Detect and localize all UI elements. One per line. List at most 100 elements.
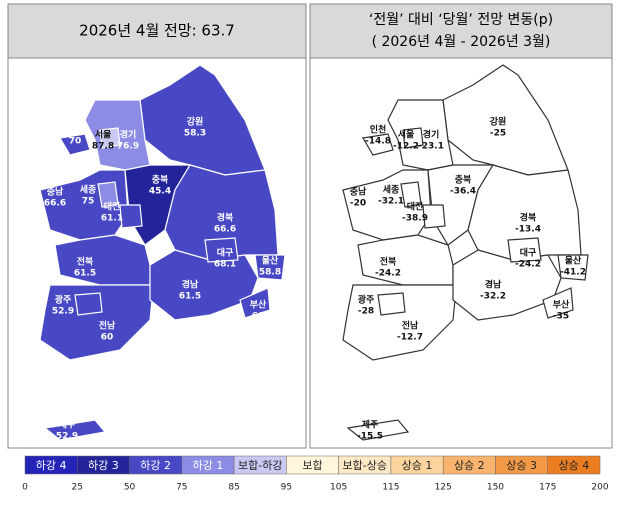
legend-label: 상승 2 [454,459,485,472]
region-value: 45.4 [149,187,171,197]
region-name: 울산 [565,255,582,267]
region-name: 제주 [362,419,379,431]
legend-bin: 75 [176,483,187,493]
region-name: 전남 [99,320,116,332]
region-value: 61.1 [101,214,123,224]
right-subtitle: ( 2026년 4월 - 2026년 3월) [372,34,551,50]
region-value: 70 [69,137,82,147]
legend-label: 보합-하강 [238,458,282,472]
legend-bin: 115 [382,483,399,493]
region-name: 충남 [47,186,64,198]
region-value: 75 [82,197,95,207]
region-name: 경북 [520,212,537,224]
region [402,127,424,149]
legend-bin: 200 [591,483,608,493]
region-name: 충북 [152,174,169,186]
region-name: 경기 [423,129,440,141]
region-value: 61.5 [74,269,96,279]
region-name: 대전 [407,201,424,213]
legend-bin: 95 [281,483,292,493]
region-value: -13.4 [515,225,541,235]
region-name: 충북 [455,174,472,186]
region-value: -12.2 [393,142,419,152]
legend-bin: 50 [124,483,136,493]
region [377,292,406,316]
region-value: -36.4 [450,187,476,197]
legend-label: 하강 4 [36,458,67,472]
region-name: 경남 [182,279,199,291]
region-value: -24.2 [375,269,401,279]
region-name: 강원 [187,116,204,128]
region-value: -23.1 [418,142,444,152]
right-header [309,3,613,59]
region-value: 87.8 [92,142,114,152]
region-value: -32.2 [480,292,506,302]
region [507,237,542,263]
region [99,127,121,149]
region [39,284,153,361]
region-value: -32.1 [378,197,404,207]
region-value: 60 [252,312,265,322]
region-value: -24.2 [515,260,541,270]
region-name: 부산 [250,299,267,311]
legend-bin: 0 [22,483,28,493]
region-value: 60 [101,333,114,343]
region-value: -15.5 [357,432,383,442]
legend-bin: 175 [539,483,556,493]
region [204,237,239,263]
region-value: -25 [490,129,506,139]
legend-label: 상승 3 [506,459,537,472]
region-value: 58.3 [184,129,206,139]
region [239,287,271,319]
region [342,284,456,361]
region-name: 세종 [383,184,400,196]
region [59,133,91,156]
region-name: 경남 [485,279,502,291]
region [74,292,103,316]
legend-label: 보합 [302,459,322,472]
left-title: 2026년 4월 전망: 63.7 [79,22,235,40]
region-name: 전북 [380,256,397,268]
right-title: ‘전월’ 대비 ‘당월’ 전망 변동(p) [369,12,553,28]
region [43,419,107,441]
region-name: 울산 [262,255,279,267]
region [54,234,151,286]
region-value: 52.9 [52,307,74,317]
region-name: 경기 [120,129,137,141]
region-name: 전북 [77,256,94,268]
region-value: 52.9 [56,432,78,442]
region-name: 광주 [358,294,375,306]
region [422,204,446,229]
region-name: 세종 [80,184,97,196]
region-value: -14.8 [365,137,391,147]
region [542,287,574,319]
legend-label: 하강 1 [193,458,224,472]
region-value: 61.5 [179,292,201,302]
legend-label: 상승 1 [402,459,433,472]
region-value: 68.1 [214,260,236,270]
region-name: 충남 [350,186,367,198]
region-value: -38.9 [402,214,428,224]
region-name: 대구 [520,247,537,259]
region [452,249,562,321]
region-name: 인천 [370,125,387,136]
legend-label: 보합-상승 [343,459,387,472]
region-value: -20 [350,199,366,209]
region-value: -35 [553,312,569,322]
region-value: 66.6 [44,199,66,209]
region-value: -41.2 [560,268,586,278]
region-name: 인천 [67,125,84,136]
region [362,133,394,156]
region-name: 전남 [402,320,419,332]
region [557,254,589,281]
region [149,249,259,321]
region-name: 서울 [398,129,415,141]
region [357,234,454,286]
legend-bin: 85 [228,483,239,493]
region [400,181,422,208]
region-name: 서울 [95,129,112,141]
region [254,254,286,281]
region-value: 58.8 [259,268,281,278]
legend-bin: 105 [330,483,347,493]
